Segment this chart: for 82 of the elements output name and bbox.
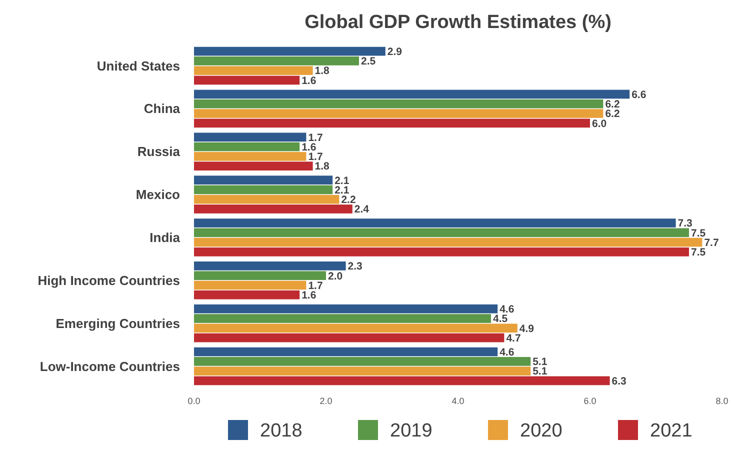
bar bbox=[194, 142, 300, 152]
data-label: 2.1 bbox=[334, 174, 350, 187]
chart-title: Global GDP Growth Estimates (%) bbox=[304, 12, 612, 33]
bar bbox=[194, 185, 333, 194]
data-label: 4.9 bbox=[519, 322, 534, 335]
bar bbox=[194, 152, 306, 161]
data-label: 2.3 bbox=[348, 260, 363, 273]
bar bbox=[194, 271, 326, 280]
data-label: 1.6 bbox=[302, 141, 316, 154]
y-tick-label: China bbox=[144, 101, 181, 116]
legend-label: 2018 bbox=[260, 420, 302, 442]
x-tick-label: 8.0 bbox=[716, 396, 728, 406]
bar bbox=[194, 262, 346, 270]
bar bbox=[194, 238, 702, 247]
data-label: 6.2 bbox=[605, 108, 620, 120]
data-label: 6.6 bbox=[632, 88, 646, 101]
bar bbox=[194, 290, 300, 300]
bar bbox=[194, 357, 531, 366]
data-label: 6.3 bbox=[612, 375, 627, 388]
bar bbox=[194, 333, 504, 342]
bar bbox=[194, 162, 313, 170]
x-tick-label: 4.0 bbox=[452, 396, 464, 406]
bar bbox=[194, 76, 300, 85]
bar bbox=[194, 176, 333, 185]
data-label: 7.5 bbox=[691, 227, 706, 240]
bar bbox=[194, 66, 313, 75]
data-label: 2.0 bbox=[328, 270, 343, 282]
y-tick-label: High Income Countries bbox=[38, 272, 180, 288]
data-label: 1.8 bbox=[314, 160, 330, 173]
x-tick-label: 0.0 bbox=[188, 396, 200, 406]
data-label: 2.5 bbox=[361, 56, 376, 68]
data-label: 7.7 bbox=[704, 236, 719, 249]
bar bbox=[194, 132, 306, 142]
bar bbox=[194, 109, 604, 118]
data-label: 7.5 bbox=[691, 246, 706, 259]
y-tick-label: Russia bbox=[137, 144, 181, 160]
x-tick-label: 6.0 bbox=[584, 396, 596, 406]
data-label: 6.0 bbox=[592, 118, 607, 130]
y-tick-label: India bbox=[150, 230, 181, 246]
data-label: 5.1 bbox=[532, 356, 548, 368]
data-label: 7.3 bbox=[678, 218, 693, 230]
data-label: 6.2 bbox=[605, 98, 620, 111]
bar bbox=[194, 280, 306, 290]
data-label: 2.4 bbox=[354, 204, 370, 216]
data-label: 1.7 bbox=[308, 151, 323, 164]
bar bbox=[194, 324, 518, 333]
bar bbox=[194, 376, 610, 386]
data-label: 1.7 bbox=[308, 280, 323, 292]
bar bbox=[194, 46, 386, 56]
bar bbox=[194, 304, 498, 314]
bar bbox=[194, 228, 689, 238]
bar bbox=[194, 314, 491, 323]
data-label: 4.6 bbox=[500, 346, 514, 358]
y-tick-label: Low-Income Countries bbox=[40, 358, 180, 374]
bar bbox=[194, 194, 340, 204]
bar bbox=[194, 56, 359, 66]
x-tick-label: 2.0 bbox=[320, 396, 332, 406]
data-label: 2.9 bbox=[387, 46, 402, 58]
data-label: 1.7 bbox=[308, 132, 323, 144]
data-label: 2.2 bbox=[341, 194, 356, 206]
data-label: 1.8 bbox=[314, 65, 330, 78]
bar bbox=[194, 99, 604, 108]
data-label: 4.5 bbox=[493, 313, 508, 326]
bar bbox=[194, 118, 590, 128]
legend-label: 2019 bbox=[390, 420, 432, 442]
data-label: 1.6 bbox=[302, 74, 316, 87]
y-tick-label: Mexico bbox=[136, 187, 180, 202]
data-label: 4.6 bbox=[500, 304, 514, 316]
data-label: 2.1 bbox=[334, 184, 350, 196]
bar bbox=[194, 204, 352, 214]
data-label: 5.1 bbox=[532, 366, 548, 378]
data-label: 1.6 bbox=[302, 290, 316, 302]
legend-label: 2020 bbox=[520, 420, 562, 442]
y-tick-label: Emerging Countries bbox=[56, 316, 180, 331]
legend-label: 2021 bbox=[650, 420, 692, 442]
bar bbox=[194, 90, 630, 99]
bar bbox=[194, 366, 531, 376]
data-label: 4.7 bbox=[506, 332, 521, 344]
bar bbox=[194, 347, 498, 356]
bar bbox=[194, 247, 689, 256]
bar bbox=[194, 218, 676, 228]
y-tick-label: United States bbox=[96, 58, 180, 74]
